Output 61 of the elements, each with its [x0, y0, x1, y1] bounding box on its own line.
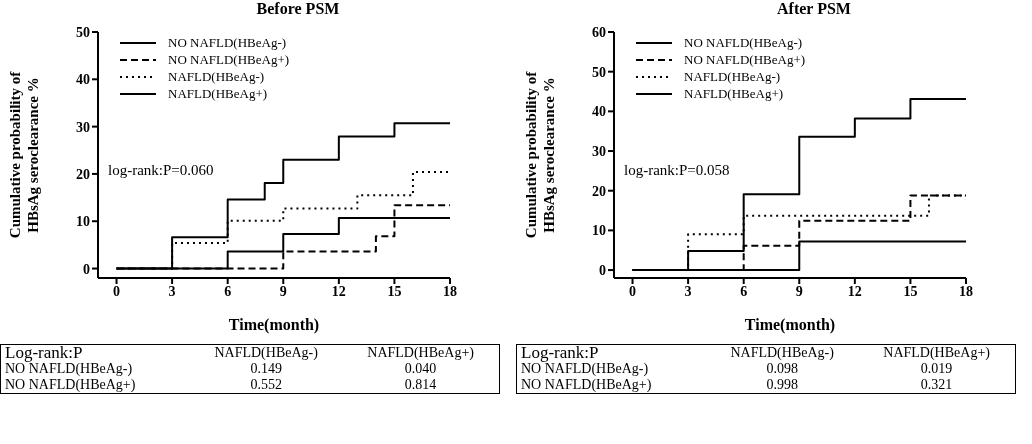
x-tick-label: 9 — [795, 283, 803, 299]
text: Log-rank:P — [4, 343, 84, 362]
chart-title: Before PSM — [255, 0, 341, 19]
y-axis-title: Cumulative probability of HBsAg seroclearance % — [523, 70, 557, 239]
x-tick-label: 6 — [740, 283, 748, 299]
x-axis-title: Time(month) — [744, 316, 836, 334]
text: NO NAFLD(HBeAg+) — [520, 377, 653, 394]
y-tick-label: 60 — [592, 24, 606, 40]
annotation: log-rank:P=0.060 — [108, 162, 214, 179]
text: 0.019 — [919, 361, 954, 377]
text: Log-rank:P — [520, 343, 600, 362]
annotation: log-rank:P=0.058 — [624, 162, 730, 179]
text: 0.098 — [765, 361, 799, 377]
text: 0.814 — [403, 377, 438, 394]
y-tick-label: 20 — [76, 166, 90, 182]
legend-label: NAFLD(HBeAg+) — [684, 85, 784, 102]
text: 0.998 — [765, 377, 799, 394]
text: NAFLD(HBeAg-) — [213, 344, 319, 361]
text: NAFLD(HBeAg+) — [366, 344, 475, 361]
x-axis-title: Time(month) — [228, 316, 320, 334]
x-tick-label: 18 — [443, 283, 457, 299]
x-tick-label: 9 — [279, 283, 287, 299]
legend-label: NO NAFLD(HBeAg-) — [168, 34, 287, 51]
text: 0.149 — [249, 361, 283, 377]
y-tick-label: 50 — [76, 24, 90, 40]
legend-label: NAFLD(HBeAg+) — [168, 85, 268, 102]
legend-label: NAFLD(HBeAg-) — [168, 68, 265, 85]
y-tick-label: 30 — [76, 119, 90, 135]
x-tick-label: 0 — [629, 283, 637, 299]
y-tick-label: 20 — [592, 183, 606, 199]
legend-label: NO NAFLD(HBeAg+) — [168, 51, 290, 68]
text: NAFLD(HBeAg-) — [729, 344, 835, 361]
x-tick-label: 12 — [331, 283, 346, 299]
text: NO NAFLD(HBeAg+) — [4, 377, 137, 394]
legend-label: NO NAFLD(HBeAg-) — [684, 34, 803, 51]
text: 0.552 — [249, 377, 283, 394]
y-tick-label: 0 — [599, 263, 606, 279]
y-tick-label: 40 — [592, 104, 606, 120]
y-tick-label: 0 — [83, 261, 90, 277]
legend-label: NO NAFLD(HBeAg+) — [684, 51, 806, 68]
chart-title: After PSM — [776, 0, 852, 19]
y-tick-label: 10 — [592, 223, 606, 239]
text: 0.321 — [919, 377, 954, 394]
x-tick-label: 3 — [684, 283, 692, 299]
legend-label: NAFLD(HBeAg-) — [684, 68, 781, 85]
text: NAFLD(HBeAg+) — [882, 344, 991, 361]
y-tick-label: 50 — [592, 64, 606, 80]
x-tick-label: 12 — [847, 283, 862, 299]
x-tick-label: 3 — [168, 283, 176, 299]
x-tick-label: 15 — [387, 283, 402, 299]
x-tick-label: 0 — [113, 283, 121, 299]
text: NO NAFLD(HBeAg-) — [520, 361, 650, 377]
y-tick-label: 30 — [592, 144, 606, 159]
text: 0.040 — [403, 361, 438, 377]
text: NO NAFLD(HBeAg-) — [4, 361, 134, 377]
x-tick-label: 6 — [224, 283, 232, 299]
y-tick-label: 40 — [76, 72, 90, 88]
y-axis-title: Cumulative probability of HBsAg seroclearance % — [7, 70, 41, 239]
y-tick-label: 10 — [76, 214, 90, 230]
x-tick-label: 18 — [959, 283, 973, 299]
x-tick-label: 15 — [903, 283, 918, 299]
